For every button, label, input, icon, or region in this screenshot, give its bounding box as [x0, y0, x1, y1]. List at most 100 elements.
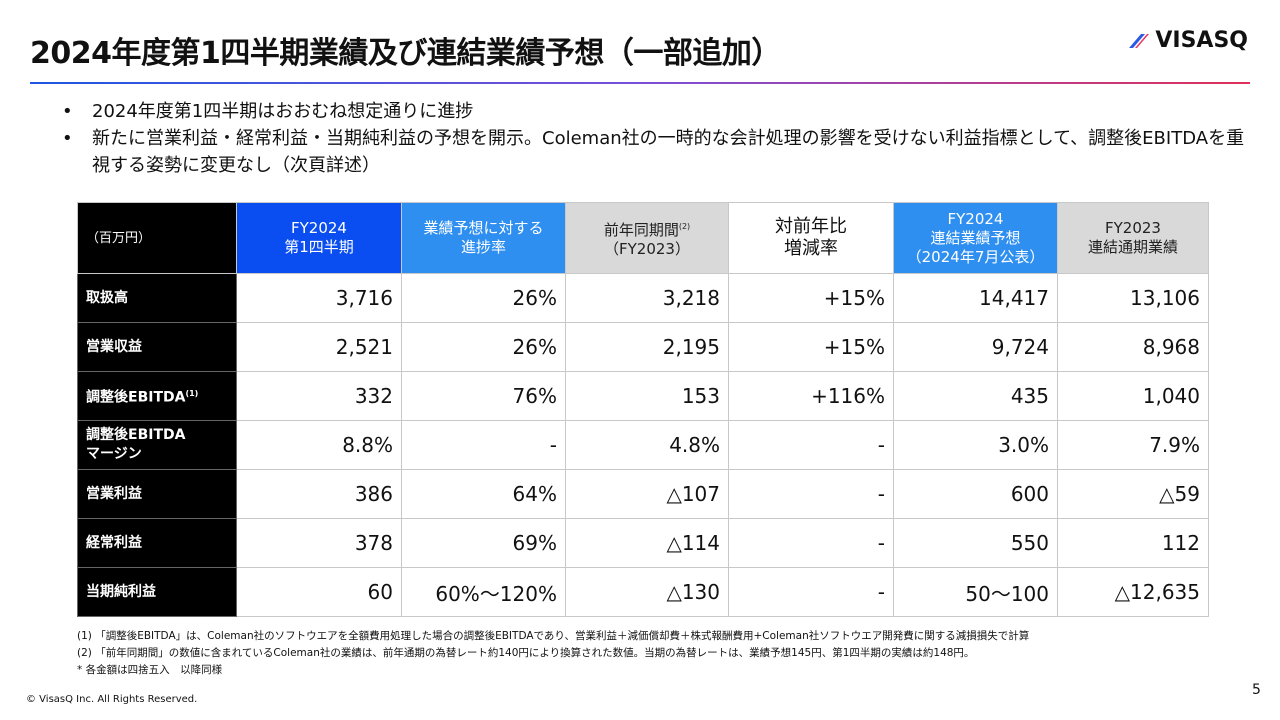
- header-text: FY2024: [947, 209, 1004, 228]
- row-label-line: 取扱高: [86, 289, 228, 308]
- header-line: 連結通期業績: [1066, 238, 1200, 257]
- value-cell: △114: [565, 518, 729, 568]
- value-cell: 386: [236, 469, 402, 519]
- footnotes: (1) 「調整後EBITDA」は、Coleman社のソフトウエアを全額費用処理し…: [77, 628, 1029, 679]
- header-text: （2024年7月公表）: [906, 247, 1045, 266]
- footnote: (1) 「調整後EBITDA」は、Coleman社のソフトウエアを全額費用処理し…: [77, 630, 1030, 642]
- header-text: 進捗率: [460, 238, 506, 256]
- value-cell: 332: [236, 371, 402, 421]
- bullet: • 2024年度第1四半期はおおむね想定通りに進捗: [62, 98, 1262, 125]
- value-cell: 8,968: [1057, 322, 1209, 372]
- column-header: 前年同期間(2) （FY2023）: [565, 202, 729, 274]
- row-label-line: 当期純利益: [86, 583, 228, 602]
- column-header: 対前年比 増減率: [728, 202, 894, 274]
- row-label-line: 経常利益: [86, 534, 228, 553]
- header-text: FY2023: [1105, 219, 1161, 237]
- header-line: 進捗率: [410, 238, 557, 257]
- footnote: * 各金額は四捨五入 以降同様: [77, 664, 223, 676]
- logo-mark: [1129, 33, 1150, 48]
- table-row: 営業利益 386 64% △107-600 △59: [77, 469, 1209, 519]
- column-header: 業績予想に対する 進捗率: [401, 202, 566, 274]
- row-label: 取扱高: [77, 273, 237, 323]
- value-cell: 550: [893, 518, 1058, 568]
- column-header: FY2023 連結通期業績: [1057, 202, 1209, 274]
- row-label-line: 営業利益: [86, 485, 228, 504]
- header-line: （2024年7月公表）: [902, 248, 1049, 267]
- value-cell: -: [728, 518, 894, 568]
- value-cell: -: [728, 420, 894, 470]
- header-line: 前年同期間(2): [574, 217, 720, 240]
- value-cell: 76%: [401, 371, 566, 421]
- value-cell: 112: [1057, 518, 1209, 568]
- header-text: 増減率: [784, 238, 838, 259]
- row-label-text: 営業収益: [86, 338, 142, 355]
- header-line: FY2024: [245, 219, 393, 238]
- value-cell: +116%: [728, 371, 894, 421]
- header-row: （百万円） FY2024 第1四半期 業績予想に対する 進捗率 前年同期間(2) （FY20…: [77, 202, 1209, 274]
- results-table: （百万円） FY2024 第1四半期 業績予想に対する 進捗率 前年同期間(2) （FY20…: [77, 202, 1209, 617]
- value-cell: 60: [236, 567, 402, 617]
- header-text: 連結通期業績: [1087, 238, 1178, 256]
- row-label-line: 調整後EBITDA(1): [86, 384, 228, 408]
- table-row: 営業収益 2,521 26% 2,195 +15% 9,724 8,968: [77, 322, 1209, 372]
- value-cell: 26%: [401, 273, 566, 323]
- header-line: 業績予想に対する: [410, 219, 557, 238]
- row-label-text: 当期純利益: [86, 583, 156, 600]
- value-cell: 2,195: [565, 322, 729, 372]
- value-cell: 7.9%: [1057, 420, 1209, 470]
- header-text: （FY2023）: [604, 240, 690, 258]
- value-cell: 4.8%: [565, 420, 729, 470]
- table-row: 取扱高 3,716 26% 3,218 +15% 14,417 13,106: [77, 273, 1209, 323]
- value-cell: 3,218: [565, 273, 729, 323]
- bullet-dot: •: [62, 101, 73, 122]
- value-cell: △107: [565, 469, 729, 519]
- column-header: FY2024 連結業績予想 （2024年7月公表）: [893, 202, 1058, 274]
- row-label-text: 調整後EBITDA: [86, 427, 186, 443]
- logo: VISASQ: [1127, 28, 1248, 53]
- value-cell: 26%: [401, 322, 566, 372]
- value-cell: 14,417: [893, 273, 1058, 323]
- note-ref: (1): [185, 389, 199, 399]
- value-cell: +15%: [728, 273, 894, 323]
- header-text: 前年同期間: [603, 221, 679, 239]
- row-label-text: 取扱高: [86, 289, 128, 306]
- bullet-dot: •: [62, 128, 73, 149]
- bullet-text: 2024年度第1四半期はおおむね想定通りに進捗: [92, 101, 474, 122]
- row-label-line: 営業収益: [86, 338, 228, 357]
- value-cell: 3,716: [236, 273, 402, 323]
- value-cell: 8.8%: [236, 420, 402, 470]
- bullets: • 2024年度第1四半期はおおむね想定通りに進捗 • 新たに営業利益・経常利益・当期…: [62, 98, 1262, 179]
- value-cell: -: [728, 469, 894, 519]
- footnote: (2) 「前年同期間」の数値に含まれているColeman社の業績は、前年通期の為…: [77, 647, 975, 659]
- header-text: 対前年比: [775, 216, 847, 237]
- value-cell: -: [401, 420, 566, 470]
- header-line: 連結業績予想: [902, 229, 1049, 248]
- row-label-text: 経常利益: [86, 534, 142, 551]
- row-label-text: 調整後EBITDA: [86, 389, 186, 406]
- value-cell: △130: [565, 567, 729, 617]
- note-ref: (2): [678, 222, 691, 231]
- value-cell: 13,106: [1057, 273, 1209, 323]
- value-cell: 153: [565, 371, 729, 421]
- value-cell: 50～100: [893, 567, 1058, 617]
- page-number: 5: [1252, 682, 1261, 698]
- table-row: 当期純利益 60 60%～120% △130-50～100 △12,635: [77, 567, 1209, 617]
- value-cell: 9,724: [893, 322, 1058, 372]
- value-cell: △59: [1057, 469, 1209, 519]
- row-label-text: マージン: [86, 446, 142, 462]
- table-row: 調整後EBITDA(1) 332 76% 153 +116% 435 1,040: [77, 371, 1209, 421]
- bullet-text: 新たに営業利益・経常利益・当期純利益の予想を開示。Coleman社の一時的な会計…: [92, 128, 1245, 176]
- header-text: FY2024: [291, 219, 347, 237]
- value-cell: 3.0%: [893, 420, 1058, 470]
- header-line: 増減率: [737, 238, 885, 260]
- value-cell: 378: [236, 518, 402, 568]
- title-rule: [30, 82, 1250, 84]
- header-line: 対前年比: [737, 216, 885, 238]
- table-row: 経常利益 378 69% △114-550 112: [77, 518, 1209, 568]
- header-line: （FY2023）: [574, 240, 720, 259]
- table-row: 調整後EBITDA マージン 8.8% -4.8% -3.0% 7.9%: [77, 420, 1209, 470]
- value-cell: 1,040: [1057, 371, 1209, 421]
- column-header: FY2024 第1四半期: [236, 202, 402, 274]
- value-cell: 64%: [401, 469, 566, 519]
- header-line: FY2023: [1066, 219, 1200, 238]
